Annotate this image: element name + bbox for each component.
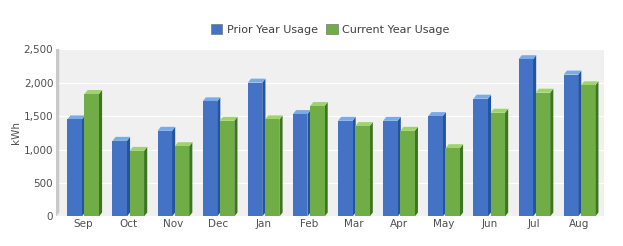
Polygon shape [189,142,193,216]
Polygon shape [248,83,262,216]
Polygon shape [518,59,533,216]
Polygon shape [369,122,373,216]
Polygon shape [82,115,85,216]
Polygon shape [473,99,488,216]
Polygon shape [445,144,463,148]
Legend: Prior Year Usage, Current Year Usage: Prior Year Usage, Current Year Usage [209,22,452,37]
Polygon shape [265,120,280,216]
Polygon shape [518,55,536,59]
Polygon shape [338,121,353,216]
Polygon shape [127,137,130,216]
Polygon shape [353,117,356,216]
Polygon shape [536,89,553,93]
Polygon shape [174,142,193,146]
Polygon shape [397,117,401,216]
Polygon shape [338,117,356,121]
Polygon shape [490,109,508,113]
Polygon shape [217,97,221,216]
Polygon shape [280,115,283,216]
Polygon shape [490,113,505,216]
Polygon shape [158,127,175,131]
Polygon shape [581,81,599,85]
Polygon shape [536,93,550,216]
Polygon shape [325,102,328,216]
Polygon shape [564,75,578,216]
Polygon shape [460,144,463,216]
Polygon shape [85,90,102,94]
Polygon shape [293,110,310,114]
Polygon shape [488,95,491,216]
Y-axis label: kWh: kWh [11,121,21,144]
Polygon shape [415,127,418,216]
Polygon shape [505,109,508,216]
Polygon shape [130,151,144,216]
Polygon shape [234,117,237,216]
Polygon shape [550,89,553,216]
Polygon shape [443,112,446,216]
Polygon shape [355,122,373,126]
Polygon shape [67,120,82,216]
Polygon shape [429,112,446,116]
Polygon shape [564,71,581,75]
Polygon shape [401,131,415,216]
Polygon shape [220,121,234,216]
Polygon shape [172,127,175,216]
Polygon shape [445,148,460,216]
Polygon shape [113,137,130,141]
Polygon shape [67,115,85,120]
Polygon shape [578,71,581,216]
Polygon shape [307,110,310,216]
Polygon shape [144,147,147,216]
Polygon shape [158,131,172,216]
Polygon shape [383,117,401,121]
Polygon shape [581,85,596,216]
Polygon shape [596,81,599,216]
Polygon shape [473,95,491,99]
Polygon shape [202,101,217,216]
Polygon shape [174,146,189,216]
Polygon shape [113,141,127,216]
Polygon shape [310,106,325,216]
Polygon shape [401,127,418,131]
Polygon shape [56,45,59,216]
Polygon shape [265,115,283,120]
Polygon shape [202,97,221,101]
Polygon shape [85,94,99,216]
Polygon shape [220,117,237,121]
Polygon shape [248,79,265,83]
Polygon shape [99,90,102,216]
Polygon shape [355,126,369,216]
Polygon shape [130,147,147,151]
Polygon shape [429,116,443,216]
Polygon shape [383,121,397,216]
Polygon shape [56,45,607,49]
Polygon shape [533,55,536,216]
Polygon shape [293,114,307,216]
Polygon shape [310,102,328,106]
Polygon shape [262,79,265,216]
